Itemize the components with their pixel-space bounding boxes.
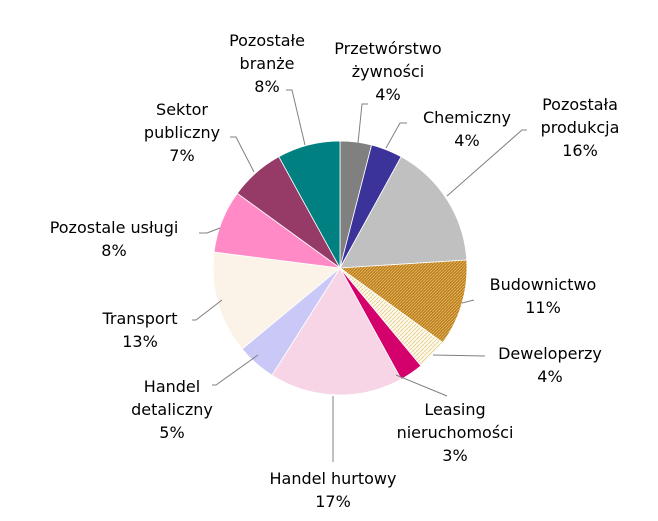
slice-percent-12: 8% xyxy=(254,77,279,96)
leader-line-9 xyxy=(192,299,223,321)
leader-line-2 xyxy=(385,122,407,149)
slice-label-4: Budownictwo 11% xyxy=(490,275,597,317)
slice-percent-10: 8% xyxy=(101,241,126,260)
slice-percent-7: 17% xyxy=(315,492,351,511)
slice-name-line-11: publiczny xyxy=(144,123,220,142)
slice-label-12: Pozostałe branże 8% xyxy=(229,31,305,96)
leader-line-3 xyxy=(446,129,527,197)
slice-percent-11: 7% xyxy=(169,146,194,165)
slice-percent-5: 4% xyxy=(537,367,562,386)
slice-name-line-12: Pozostałe xyxy=(229,31,305,50)
slice-name-line-3: produkcja xyxy=(541,118,620,137)
slice-name-line-9: Transport xyxy=(101,309,177,328)
slice-label-11: Sektor publiczny 7% xyxy=(144,100,220,165)
slice-name-line-7: Handel hurtowy xyxy=(270,469,397,488)
slice-name-line-11: Sektor xyxy=(156,100,208,119)
slice-label-10: Pozostale usługi 8% xyxy=(50,218,179,260)
slice-name-line-3: Pozostała xyxy=(542,95,618,114)
leader-lines xyxy=(192,89,527,462)
slice-label-8: Handel detaliczny 5% xyxy=(131,377,213,442)
slice-name-line-8: detaliczny xyxy=(131,400,213,419)
slice-name-line-12: branże xyxy=(240,54,295,73)
slice-percent-3: 16% xyxy=(562,141,598,160)
slice-percent-9: 13% xyxy=(122,332,158,351)
pie-slice-12 xyxy=(278,140,341,269)
slice-label-5: Deweloperzy 4% xyxy=(498,344,602,386)
leader-line-12 xyxy=(286,89,306,146)
slice-name-line-10: Pozostale usługi xyxy=(50,218,179,237)
slice-label-6: Leasing nieruchomości 3% xyxy=(397,400,514,465)
leader-line-1 xyxy=(357,103,368,144)
slice-percent-1: 4% xyxy=(375,85,400,104)
slice-name-line-1: Przetwórstwo xyxy=(334,39,441,58)
leader-line-8 xyxy=(212,354,259,386)
slice-percent-6: 3% xyxy=(442,446,467,465)
pie-slice-4 xyxy=(338,259,468,344)
leader-line-4 xyxy=(461,299,475,304)
slice-percent-2: 4% xyxy=(454,131,479,150)
slice-name-line-1: żywności xyxy=(352,62,424,81)
slice-name-line-2: Chemiczny xyxy=(423,108,511,127)
slice-name-line-4: Budownictwo xyxy=(490,275,597,294)
leader-line-5 xyxy=(432,354,486,357)
slice-label-1: Przetwórstwo żywności 4% xyxy=(334,39,441,104)
slice-percent-4: 11% xyxy=(525,298,561,317)
slice-label-7: Handel hurtowy 17% xyxy=(270,469,397,511)
leader-line-11 xyxy=(230,136,255,173)
leader-line-10 xyxy=(199,227,221,234)
slice-label-9: Transport 13% xyxy=(101,309,177,351)
slice-percent-8: 5% xyxy=(159,423,184,442)
leader-line-6 xyxy=(395,374,448,397)
slice-labels: Przetwórstwo żywności 4% Chemiczny 4% Pozosta… xyxy=(50,31,620,511)
slice-name-line-6: nieruchomości xyxy=(397,423,514,442)
pie-slices xyxy=(212,140,468,396)
slice-label-2: Chemiczny 4% xyxy=(423,108,511,150)
slice-label-3: Pozostała produkcja 16% xyxy=(541,95,620,160)
slice-name-line-8: Handel xyxy=(144,377,200,396)
slice-name-line-6: Leasing xyxy=(424,400,485,419)
pie-slice-3 xyxy=(339,156,468,269)
slice-name-line-5: Deweloperzy xyxy=(498,344,602,363)
pie-slice-7 xyxy=(271,267,402,396)
